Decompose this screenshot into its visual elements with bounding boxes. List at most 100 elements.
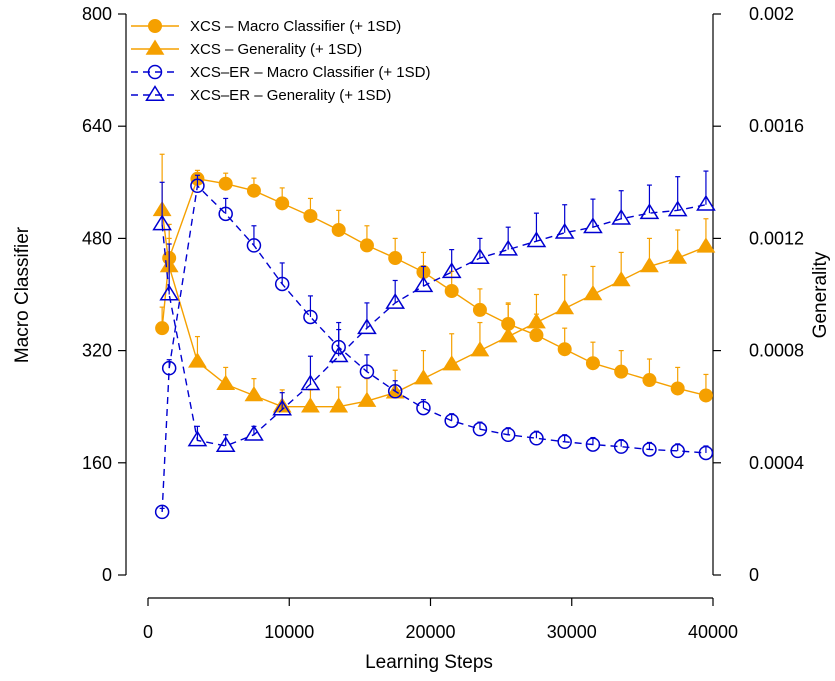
data-point: [585, 356, 600, 371]
legend-marker: [145, 85, 165, 102]
data-point: [470, 341, 490, 357]
data-point: [444, 283, 459, 298]
y2-tick-label: 0: [749, 565, 759, 585]
data-point: [155, 321, 170, 336]
legend: XCS – Macro Classifier (+ 1SD) XCS – Gene…: [131, 18, 430, 104]
data-point: [554, 222, 575, 239]
data-point: [154, 504, 170, 520]
data-point: [303, 309, 318, 325]
data-point: [190, 178, 205, 194]
data-point: [498, 239, 519, 256]
x-tick-label: 30000: [547, 622, 597, 642]
legend-label: XCS–ER – Generality (+ 1SD): [190, 87, 391, 104]
data-point: [696, 237, 716, 253]
series-2: [154, 174, 714, 520]
data-point: [583, 217, 603, 234]
data-point: [218, 176, 233, 191]
data-point: [246, 238, 262, 253]
data-point: [611, 208, 632, 225]
data-point: [670, 443, 685, 459]
y-tick-label: 800: [82, 4, 112, 24]
x-tick-label: 10000: [264, 622, 314, 642]
legend-marker: [148, 19, 162, 33]
y-axis-label: Macro Classifier: [12, 226, 33, 363]
data-point: [670, 381, 685, 396]
data-point: [388, 251, 403, 266]
data-point: [274, 276, 290, 292]
y2-axis-label: Generality: [810, 251, 831, 338]
data-point: [357, 318, 377, 335]
data-point: [529, 328, 544, 343]
y2-tick-label: 0.0016: [749, 116, 804, 136]
data-point: [500, 427, 516, 442]
data-point: [470, 248, 490, 265]
data-point: [188, 352, 207, 368]
legend-marker: [147, 64, 163, 80]
data-point: [498, 327, 518, 343]
data-point: [385, 292, 406, 309]
data-point: [611, 271, 631, 287]
x-tick-label: 20000: [405, 622, 455, 642]
data-point: [359, 238, 374, 253]
series-3: [152, 170, 716, 452]
data-point: [414, 369, 433, 385]
data-point: [331, 222, 346, 237]
data-point: [275, 196, 290, 211]
data-point: [667, 200, 688, 217]
data-point: [303, 208, 318, 223]
y-tick-label: 640: [82, 116, 112, 136]
legend-label: XCS – Generality (+ 1SD): [190, 41, 362, 58]
data-point: [301, 397, 320, 413]
series-line: [161, 178, 707, 397]
data-point: [387, 384, 403, 399]
data-point: [668, 248, 688, 264]
plot-area: [152, 153, 716, 520]
data-point: [329, 397, 349, 413]
ticks: 0 160 320 480 640 800 0 0.0004 0.0008 0.0012 0.001…: [82, 4, 804, 642]
data-point: [300, 374, 321, 391]
data-point: [698, 388, 713, 403]
legend-label: XCS – Macro Classifier (+ 1SD): [190, 18, 401, 35]
data-point: [272, 399, 293, 416]
data-point: [472, 421, 488, 437]
x-tick-label: 0: [143, 622, 153, 642]
data-point: [527, 313, 546, 329]
series-line: [161, 184, 706, 512]
y2-tick-label: 0.0008: [749, 341, 804, 361]
data-point: [413, 276, 434, 293]
x-axis-label: Learning Steps: [365, 652, 493, 673]
data-point: [152, 214, 172, 231]
data-point: [640, 256, 659, 273]
data-point: [585, 437, 601, 452]
y-tick-label: 0: [102, 565, 112, 585]
data-point: [613, 439, 629, 454]
y2-tick-label: 0.0004: [749, 453, 804, 473]
data-point: [442, 355, 462, 371]
series-1: [152, 153, 716, 413]
x-tick-label: 40000: [688, 622, 738, 642]
data-point: [529, 431, 544, 446]
legend-marker: [145, 39, 165, 55]
data-point: [444, 413, 459, 428]
y2-tick-label: 0.0012: [749, 228, 804, 248]
y2-tick-label: 0.002: [749, 4, 794, 24]
data-point: [639, 203, 660, 220]
data-point: [159, 284, 180, 301]
data-point: [244, 386, 264, 402]
y-tick-label: 160: [82, 453, 112, 473]
data-point: [557, 434, 572, 450]
data-point: [526, 231, 547, 248]
data-point: [187, 430, 208, 447]
y-tick-label: 320: [82, 341, 112, 361]
data-point: [614, 364, 629, 379]
data-point: [161, 360, 177, 376]
legend-label: XCS–ER – Macro Classifier (+ 1SD): [190, 64, 430, 81]
data-point: [441, 262, 462, 279]
data-point: [244, 424, 264, 441]
data-point: [216, 374, 236, 391]
series-line: [161, 204, 707, 447]
data-point: [246, 183, 261, 198]
data-point: [642, 373, 657, 388]
data-point: [583, 285, 603, 301]
